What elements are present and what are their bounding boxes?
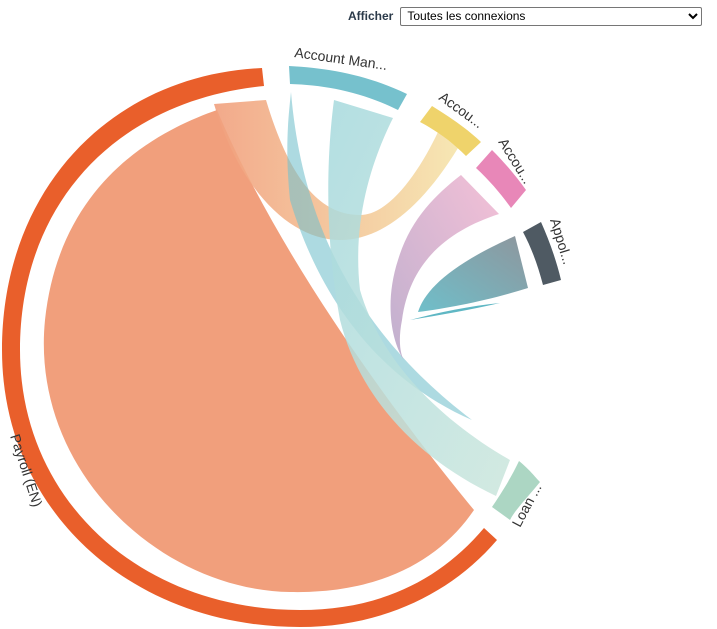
group-arcs (2, 66, 561, 627)
arc-appol[interactable] (523, 222, 561, 285)
chord-accou2-self[interactable] (390, 175, 499, 362)
display-filter-select[interactable]: Toutes les connexions (400, 6, 703, 26)
chord-payroll-self[interactable] (43, 110, 475, 593)
arc-accou-1[interactable] (420, 106, 481, 156)
arc-account-manager[interactable] (289, 66, 407, 110)
chord-appol-accountman[interactable] (418, 236, 528, 312)
arc-loan[interactable] (492, 461, 540, 520)
display-filter-label: Afficher (348, 9, 394, 23)
arc-accou-2[interactable] (476, 150, 526, 208)
chord-appol-thin[interactable] (410, 303, 500, 320)
chords (43, 92, 528, 593)
chord-accountman-loan[interactable] (328, 100, 510, 496)
arc-payroll[interactable] (2, 68, 497, 627)
chord-payroll-accou[interactable] (214, 100, 458, 240)
display-filter: Afficher Toutes les connexions (348, 6, 703, 26)
